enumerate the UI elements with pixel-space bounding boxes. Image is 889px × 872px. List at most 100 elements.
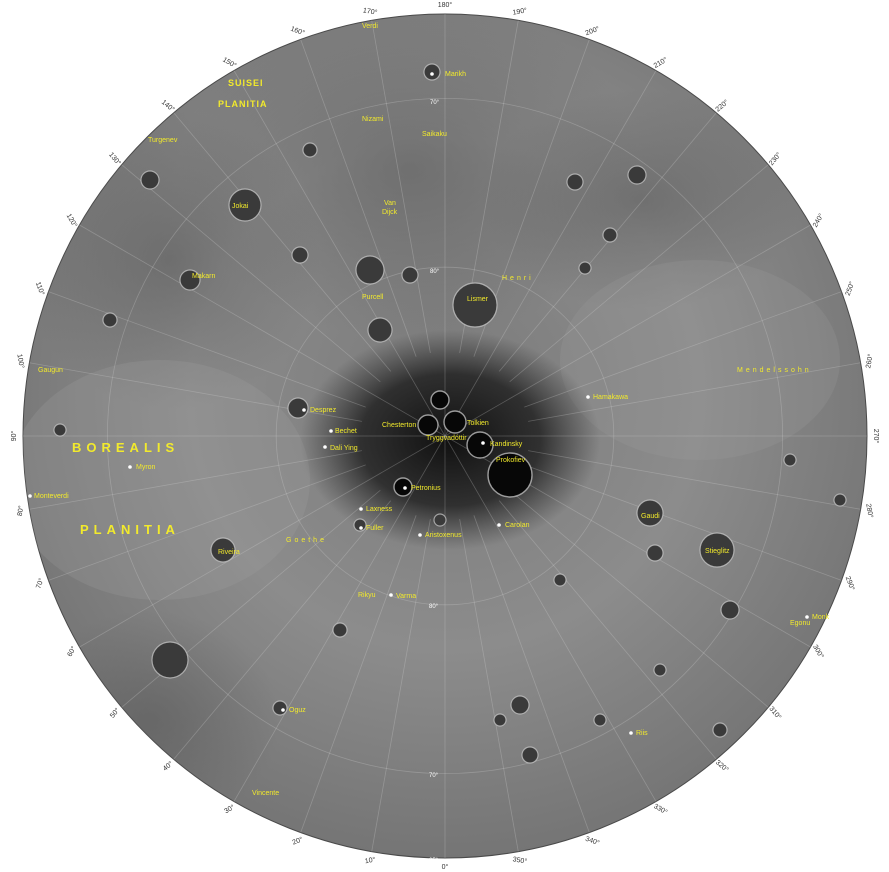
lat-label: 65° [429, 858, 439, 864]
longitude-label: 100° [15, 353, 25, 369]
lat-label: 70° [429, 773, 439, 779]
feature-labels: Verdi Marikh Turgenev Nizami Saikaku Van… [34, 23, 830, 797]
meridian-line [233, 70, 446, 437]
longitude-label: 70° [34, 577, 45, 590]
longitude-label: 90° [10, 431, 18, 442]
longitude-label: 50° [108, 706, 121, 719]
feature-label: Jokai [232, 203, 249, 210]
meridian-line [444, 70, 657, 437]
meridian-line [79, 435, 446, 648]
longitude-label: 270° [872, 429, 880, 444]
feature-label: Oguz [289, 707, 306, 714]
lat-label: 70° [430, 100, 440, 106]
feature-label: Monk [812, 614, 830, 621]
region-label: PLANITIA [218, 99, 268, 109]
longitude-label: 180° [438, 1, 453, 9]
meridian-line [509, 489, 769, 708]
feature-label: Gaudi [641, 513, 660, 520]
longitude-label: 110° [34, 281, 46, 297]
longitude-label: 240° [811, 212, 825, 229]
polar-shadow [300, 330, 600, 550]
feature-label: Hamakawa [593, 394, 628, 401]
longitude-label: 220° [714, 98, 730, 114]
meridian-line [524, 464, 842, 581]
longitude-label: 290° [844, 575, 857, 592]
feature-label: Chesterton [382, 422, 416, 429]
smooth-plains [560, 260, 840, 460]
region-label: BOREALIS [72, 440, 179, 455]
meridian-line [473, 515, 590, 833]
longitude-label: 160° [289, 25, 306, 38]
feature-label: Nizami [362, 116, 384, 123]
longitude-label: 30° [223, 803, 236, 815]
feature-label: Monteverdi [34, 493, 69, 500]
feature-label: Makarn [192, 273, 215, 280]
meridian-line [444, 435, 657, 802]
feature-label: Egonu [790, 620, 810, 627]
longitude-label: 330° [652, 802, 669, 816]
region-labels: SUISEI PLANITIA BOREALIS PLANITIA Goethe… [72, 78, 812, 544]
feature-label: Purcell [362, 294, 384, 301]
meridian-line [233, 435, 446, 802]
longitude-label: 10° [364, 856, 376, 866]
feature-label: Marikh [445, 71, 466, 78]
feature-label: Bechet [335, 428, 357, 435]
latitude-circle [275, 266, 615, 606]
latitude-circle [106, 97, 784, 775]
longitude-label: 200° [584, 25, 601, 38]
feature-label: Desprez [310, 407, 337, 414]
meridian-line [528, 362, 861, 422]
feature-label: Varma [396, 593, 416, 600]
longitude-label: 120° [65, 212, 79, 229]
longitude-label: 190° [512, 6, 528, 16]
feature-label: Riis [636, 730, 648, 737]
longitude-label: 310° [767, 705, 783, 721]
longitude-label: 140° [160, 98, 176, 114]
feature-label: Verdi [362, 23, 378, 30]
rough-terrain [23, 610, 280, 830]
feature-label: Turgenev [148, 137, 178, 144]
feature-label: Stieglitz [705, 548, 730, 555]
meridian-line [300, 39, 417, 357]
meridian-line [173, 112, 392, 372]
longitude-label: 130° [107, 151, 123, 167]
longitude-label: 150° [221, 56, 238, 70]
meridian-line [498, 500, 717, 760]
longitude-label: 320° [714, 758, 730, 774]
longitude-label: 80° [16, 505, 26, 517]
feature-label: Tryggvadóttir [426, 435, 467, 442]
feature-label: Tolkien [467, 420, 489, 427]
longitude-label: 260° [864, 353, 874, 369]
region-label: SUISEI [228, 78, 264, 88]
feature-label: Saikaku [422, 131, 447, 138]
feature-label: Dali Ying [330, 445, 358, 452]
meridian-line [524, 291, 842, 408]
meridian-line [459, 519, 519, 852]
craters [53, 63, 847, 764]
meridian-line [29, 450, 362, 510]
longitude-label: 250° [844, 280, 857, 297]
meridian-line [48, 291, 366, 408]
feature-label: Van [384, 200, 396, 207]
longitude-label: 170° [362, 6, 378, 16]
meridian-line [528, 450, 861, 510]
longitude-label: 280° [864, 503, 874, 519]
feature-label: Riveira [218, 549, 240, 556]
feature-label: Kandinsky [490, 441, 523, 448]
feature-label: Rikyu [358, 592, 376, 599]
region-label: Mendelssohn [737, 367, 812, 374]
meridian-line [300, 515, 417, 833]
feature-label: Vincente [252, 790, 279, 797]
meridian-line [509, 164, 769, 383]
feature-label: Myron [136, 464, 156, 471]
feature-label: Lismer [467, 296, 489, 303]
longitude-label: 210° [652, 56, 669, 70]
meridian-line [173, 500, 392, 760]
feature-label: Dijck [382, 209, 398, 216]
feature-label: Laxness [366, 506, 393, 513]
feature-markers [28, 72, 809, 735]
region-label: Goethe [286, 537, 327, 544]
region-label: PLANITIA [80, 522, 180, 537]
meridian-line [121, 164, 381, 383]
